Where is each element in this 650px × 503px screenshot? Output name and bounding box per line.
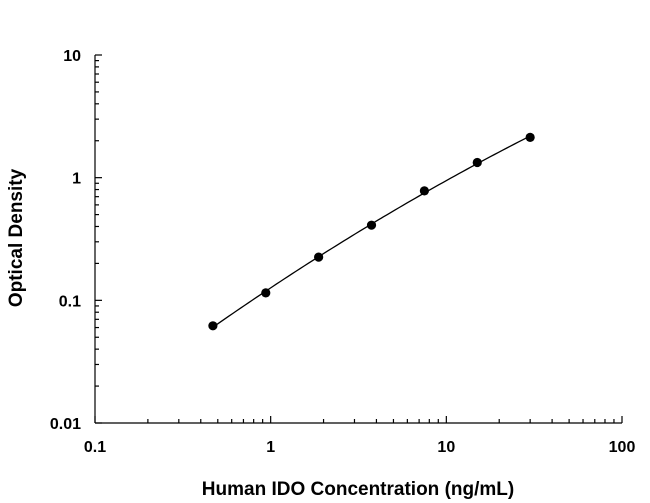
y-tick-label: 0.1 [59, 293, 81, 310]
x-axis-title: Human IDO Concentration (ng/mL) [202, 479, 514, 500]
fit-curve [212, 135, 531, 328]
data-point [314, 252, 324, 262]
data-point [472, 157, 482, 168]
data-point [525, 132, 535, 142]
y-tick-label: 0.01 [50, 416, 81, 433]
y-tick-label: 1 [72, 171, 81, 188]
y-axis-title: Optical Density [6, 168, 27, 307]
x-tick-label: 1 [266, 439, 275, 456]
x-tick-label: 10 [437, 439, 455, 456]
x-tick-labels: 0.1 1 10 100 [84, 439, 636, 456]
data-point [261, 288, 271, 298]
y-tick-labels: 0.01 0.1 1 10 [50, 48, 81, 433]
axes [94, 54, 623, 424]
x-tick-label: 0.1 [84, 439, 106, 456]
data-points [208, 132, 535, 331]
y-tick-label: 10 [63, 48, 81, 65]
x-tick-label: 100 [609, 439, 636, 456]
data-point [419, 186, 429, 196]
data-point [366, 220, 377, 230]
data-point [208, 321, 218, 331]
